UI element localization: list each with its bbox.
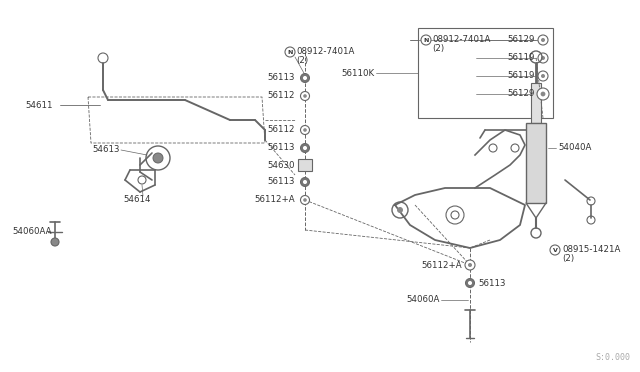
Circle shape (301, 144, 310, 153)
Text: V: V (552, 247, 557, 253)
Circle shape (303, 180, 307, 184)
Circle shape (301, 177, 310, 186)
Circle shape (465, 279, 474, 288)
Circle shape (421, 35, 431, 45)
Circle shape (465, 260, 475, 270)
Circle shape (468, 263, 472, 267)
Circle shape (303, 76, 307, 80)
Circle shape (301, 74, 310, 83)
Circle shape (153, 153, 163, 163)
Text: 56113: 56113 (268, 74, 295, 83)
Text: 56112+A: 56112+A (254, 196, 295, 205)
Text: 54611: 54611 (25, 100, 52, 109)
Text: S:0.000: S:0.000 (595, 353, 630, 362)
Text: 54613: 54613 (93, 145, 120, 154)
Text: 54060A: 54060A (406, 295, 440, 305)
Text: 54040A: 54040A (558, 144, 591, 153)
Circle shape (303, 146, 307, 150)
Text: 56112+A: 56112+A (421, 260, 462, 269)
Text: (2): (2) (432, 44, 444, 52)
Circle shape (468, 281, 472, 285)
Circle shape (303, 94, 307, 98)
Bar (526, 123, 546, 203)
Text: 08915-1421A: 08915-1421A (562, 246, 620, 254)
Text: 56110K: 56110K (342, 68, 375, 77)
Text: 56129: 56129 (508, 35, 535, 45)
Circle shape (538, 35, 548, 45)
Text: 54614: 54614 (124, 196, 151, 205)
Circle shape (541, 74, 545, 78)
Text: 56112: 56112 (268, 92, 295, 100)
Text: 54060AA: 54060AA (12, 228, 51, 237)
Circle shape (301, 196, 310, 205)
Text: N: N (287, 49, 292, 55)
Text: N: N (423, 38, 429, 42)
Text: 56113: 56113 (268, 144, 295, 153)
Text: 08912-7401A: 08912-7401A (296, 48, 355, 57)
Bar (298, 159, 312, 171)
Text: 56113: 56113 (268, 177, 295, 186)
Circle shape (301, 92, 310, 100)
Circle shape (541, 56, 545, 60)
Text: 56112: 56112 (268, 125, 295, 135)
Text: 56119: 56119 (508, 54, 535, 62)
Circle shape (550, 245, 560, 255)
Circle shape (538, 53, 548, 63)
Text: 54630: 54630 (268, 160, 295, 170)
Bar (531, 83, 541, 123)
Text: (2): (2) (296, 55, 308, 64)
Text: (2): (2) (562, 253, 574, 263)
Circle shape (301, 125, 310, 135)
Circle shape (538, 71, 548, 81)
Text: 08912-7401A: 08912-7401A (432, 35, 490, 45)
Circle shape (303, 198, 307, 202)
Circle shape (541, 92, 545, 96)
Bar (418, 28, 553, 118)
Circle shape (541, 38, 545, 42)
Circle shape (285, 47, 295, 57)
Circle shape (537, 88, 549, 100)
Circle shape (51, 238, 59, 246)
Circle shape (397, 207, 403, 213)
Text: 56129: 56129 (508, 90, 535, 99)
Circle shape (303, 128, 307, 132)
Text: 56113: 56113 (478, 279, 506, 288)
Text: 56119: 56119 (508, 71, 535, 80)
